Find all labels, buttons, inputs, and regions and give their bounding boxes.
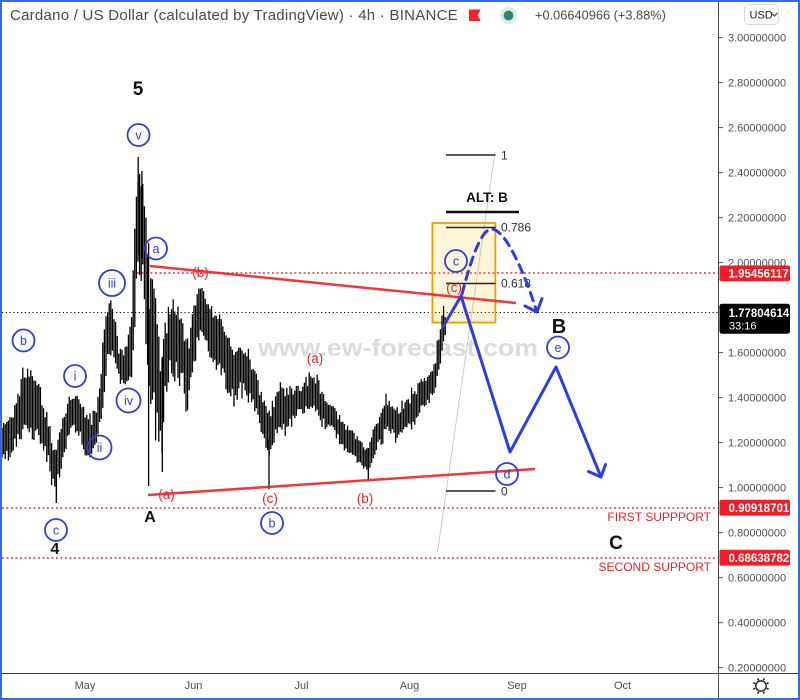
svg-text:Cardano / US Dollar (calculate: Cardano / US Dollar (calculated by Tradi…: [10, 7, 458, 24]
svg-text:5: 5: [133, 79, 144, 100]
svg-text:2.20000000: 2.20000000: [728, 213, 786, 225]
svg-text:0.80000000: 0.80000000: [728, 528, 786, 540]
svg-text:(c): (c): [262, 491, 278, 506]
svg-text:www.ew-forecast.com: www.ew-forecast.com: [257, 335, 538, 362]
svg-text:c: c: [53, 523, 59, 537]
svg-text:b: b: [20, 334, 27, 348]
svg-text:iv: iv: [124, 394, 134, 408]
svg-text:Sep: Sep: [507, 680, 527, 692]
svg-text:2.40000000: 2.40000000: [728, 168, 786, 180]
svg-text:2.60000000: 2.60000000: [728, 123, 786, 135]
svg-text:1.95456117: 1.95456117: [729, 269, 789, 281]
svg-text:1.40000000: 1.40000000: [728, 393, 786, 405]
svg-text:0.618: 0.618: [501, 277, 531, 291]
svg-text:1.20000000: 1.20000000: [728, 438, 786, 450]
svg-text:v: v: [135, 128, 142, 142]
svg-text:e: e: [555, 341, 562, 355]
svg-text:USD: USD: [750, 10, 773, 22]
svg-text:+0.06640966 (+3.88%): +0.06640966 (+3.88%): [535, 8, 666, 23]
svg-text:c: c: [453, 254, 459, 268]
svg-text:33:16: 33:16: [729, 321, 757, 333]
svg-text:Oct: Oct: [614, 680, 631, 692]
svg-text:Jul: Jul: [294, 680, 308, 692]
svg-text:A: A: [144, 509, 156, 526]
svg-text:1.77804614: 1.77804614: [729, 308, 790, 320]
svg-text:ALT: B: ALT: B: [466, 190, 508, 205]
svg-text:0.68638782: 0.68638782: [729, 553, 790, 565]
svg-text:0.786: 0.786: [501, 221, 531, 235]
svg-text:(a): (a): [307, 351, 324, 366]
svg-text:0.20000000: 0.20000000: [728, 663, 786, 675]
svg-text:(c): (c): [446, 280, 462, 295]
svg-text:FIRST SUPPPORT: FIRST SUPPPORT: [607, 510, 711, 524]
svg-text:May: May: [75, 680, 96, 692]
svg-text:0.90918701: 0.90918701: [729, 503, 790, 515]
svg-text:0: 0: [501, 485, 508, 499]
svg-text:Jun: Jun: [185, 680, 203, 692]
svg-text:d: d: [504, 467, 511, 481]
svg-text:i: i: [74, 369, 77, 383]
svg-text:2.80000000: 2.80000000: [728, 78, 786, 90]
svg-text:(b): (b): [192, 265, 209, 280]
svg-text:Aug: Aug: [400, 680, 420, 692]
svg-text:(b): (b): [357, 491, 374, 506]
svg-text:C: C: [609, 533, 623, 554]
svg-text:B: B: [552, 316, 566, 338]
svg-text:0.40000000: 0.40000000: [728, 618, 786, 630]
svg-text:1: 1: [501, 149, 508, 163]
svg-text:4: 4: [51, 541, 60, 558]
svg-text:ii: ii: [97, 441, 103, 455]
svg-text:b: b: [269, 516, 276, 530]
svg-text:1.60000000: 1.60000000: [728, 348, 786, 360]
svg-text:1.00000000: 1.00000000: [728, 483, 786, 495]
svg-text:iii: iii: [108, 276, 116, 290]
svg-text:a: a: [153, 242, 160, 256]
svg-text:(a): (a): [158, 487, 175, 502]
svg-text:SECOND SUPPORT: SECOND SUPPORT: [599, 560, 712, 574]
svg-text:0.60000000: 0.60000000: [728, 573, 786, 585]
svg-text:3.00000000: 3.00000000: [728, 33, 786, 45]
